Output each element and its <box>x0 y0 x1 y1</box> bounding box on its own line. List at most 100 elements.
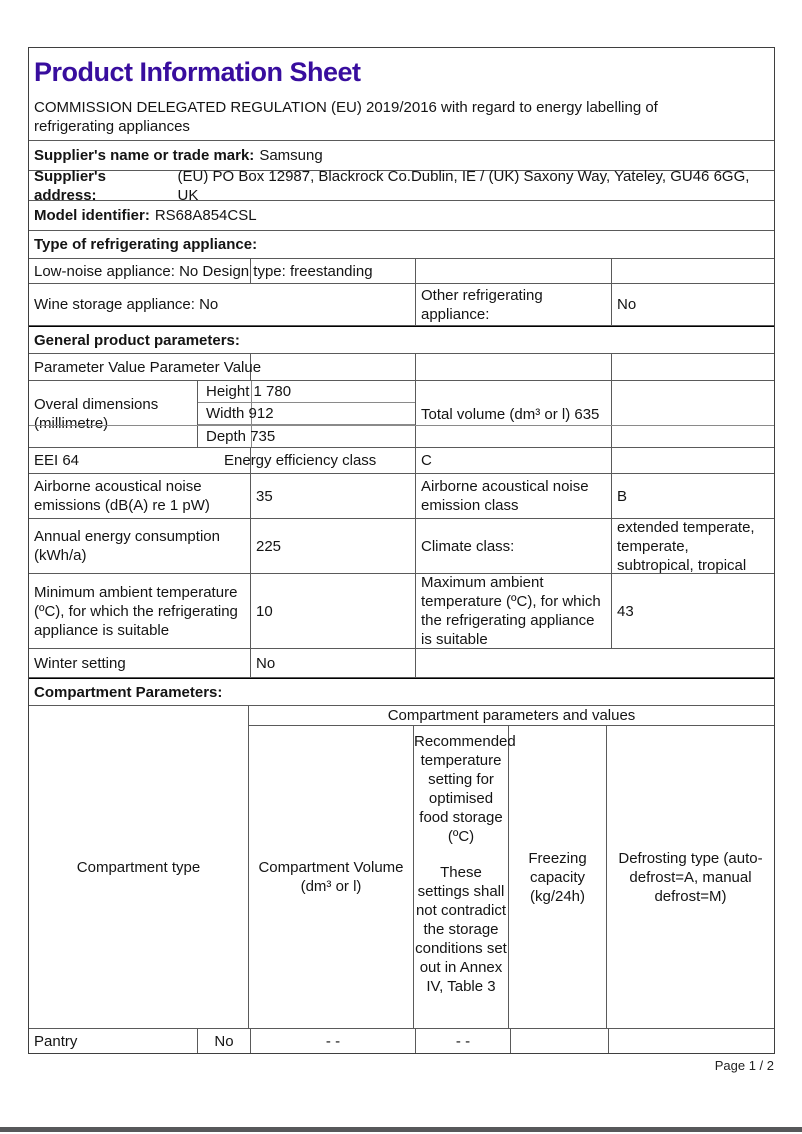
max-ambient-value-cell: 43 <box>612 574 774 648</box>
empty-cell <box>416 259 612 283</box>
regulation-text: COMMISSION DELEGATED REGULATION (EU) 201… <box>34 99 658 135</box>
dimension-height-label: Height <box>206 383 250 400</box>
empty-cell <box>251 448 416 473</box>
other-appliance-label: Other refrigerating appliance: <box>421 286 543 323</box>
low-noise-design-text: Low-noise appliance: No Design type: fre… <box>34 262 373 280</box>
type-section-heading: Type of refrigerating appliance: <box>29 231 774 259</box>
climate-value: extended temperate, temperate, subtropic… <box>617 518 755 574</box>
dimensions-subtable: Height 1 780 Width 912 Depth 735 <box>198 381 416 447</box>
climate-value-cell: extended temperate, temperate, subtropic… <box>612 518 774 574</box>
pantry-type: Pantry <box>34 1032 78 1050</box>
wine-storage-text: Wine storage appliance: No <box>34 296 219 313</box>
parameter-header-cell: Parameter Value Parameter Value <box>29 354 261 380</box>
noise-value-cell: 35 <box>251 474 416 518</box>
eei-label: EEI 64 <box>34 452 80 469</box>
supplier-address-label: Supplier's address: <box>34 167 106 204</box>
max-ambient-label: Maximum ambient temperature (ºC), for wh… <box>421 574 601 648</box>
grid-line <box>251 381 252 402</box>
supplier-name-row: Supplier's name or trade mark: Samsung <box>29 141 774 171</box>
dimension-depth-label: Depth <box>206 427 247 445</box>
general-section-heading: General product parameters: <box>29 326 774 354</box>
energy-efficiency-class-value: C <box>421 452 432 469</box>
pantry-volume-cell: - - <box>251 1029 416 1053</box>
dimension-width-value: 912 <box>248 405 274 422</box>
dimension-width-label: Width <box>206 405 245 422</box>
eei-row: EEI 64 Energy efficiency class C <box>29 448 774 474</box>
recommended-temp-note: These settings shall not contradict the … <box>415 864 507 995</box>
pantry-freezing-cell <box>511 1029 609 1053</box>
other-appliance-value: No <box>617 296 637 313</box>
winter-setting-label-cell: Winter setting <box>29 649 251 677</box>
wine-storage-cell: Wine storage appliance: No <box>29 284 416 325</box>
grid-line <box>29 425 774 426</box>
parameter-header-text: Parameter Value Parameter Value <box>34 358 262 376</box>
empty-cell <box>416 649 774 677</box>
table-row-pantry: Pantry No - - - - <box>29 1029 774 1053</box>
energy-label-cell: Annual energy consumption (kWh/a) <box>29 519 251 573</box>
page-number: Page 1 / 2 <box>714 1058 774 1073</box>
defrosting-type-header: Defrosting type (auto-defrost=A, manual … <box>618 849 763 905</box>
empty-cell <box>251 259 416 283</box>
dimension-width-row: Width 912 <box>198 403 415 425</box>
defrosting-type-header-cell: Defrosting type (auto-defrost=A, manual … <box>607 726 774 1028</box>
energy-row: Annual energy consumption (kWh/a) 225 Cl… <box>29 519 774 574</box>
compartment-volume-header-cell: Compartment Volume (dm³ or l) <box>249 726 414 1028</box>
empty-cell <box>612 354 774 380</box>
winter-setting-value-cell: No <box>251 649 416 677</box>
pantry-volume: - - <box>325 1032 341 1050</box>
energy-efficiency-class-label: Energy efficiency class <box>224 452 377 469</box>
other-appliance-label-cell: Other refrigerating appliance: <box>416 284 612 325</box>
energy-efficiency-class-value-cell: C <box>416 448 612 473</box>
max-ambient-value: 43 <box>617 602 634 620</box>
pantry-present: No <box>214 1032 234 1050</box>
dimension-depth-value: 735 <box>250 427 276 445</box>
compartment-params-title: Compartment parameters and values <box>249 706 774 726</box>
eei-cell: EEI 64 Energy efficiency class <box>29 448 376 473</box>
model-identifier-row: Model identifier: RS68A854CSL <box>29 201 774 231</box>
min-ambient-value-cell: 10 <box>251 574 416 648</box>
compartment-table-header: Compartment type Compartment parameters … <box>29 706 774 1029</box>
min-ambient-value: 10 <box>256 602 273 620</box>
noise-class-value-cell: B <box>612 474 774 518</box>
ambient-temperature-row: Minimum ambient temperature (ºC), for wh… <box>29 574 774 649</box>
climate-label-cell: Climate class: <box>416 519 612 573</box>
pantry-present-cell: No <box>198 1029 251 1053</box>
winter-setting-label: Winter setting <box>34 654 126 672</box>
model-identifier-label: Model identifier: <box>34 207 150 224</box>
dimension-height-value: 1 780 <box>253 383 292 400</box>
pantry-defrost-cell <box>609 1029 774 1053</box>
min-ambient-label: Minimum ambient temperature (ºC), for wh… <box>34 583 238 639</box>
supplier-address-row: Supplier's address: (EU) PO Box 12987, B… <box>29 168 774 204</box>
supplier-address-value: (EU) PO Box 12987, Blackrock Co.Dublin, … <box>177 167 750 204</box>
supplier-name-value: Samsung <box>259 147 323 164</box>
empty-cell <box>612 448 774 473</box>
page-break-bar <box>0 1127 802 1132</box>
winter-setting-value: No <box>256 654 276 672</box>
compartment-type-header-cell: Compartment type <box>29 706 249 1028</box>
dimensions-row: Overal dimensions (millimetre) Height 1 … <box>29 381 774 448</box>
compartment-type-header: Compartment type <box>76 858 201 876</box>
product-sheet-table: Product Information Sheet COMMISSION DEL… <box>28 47 775 1054</box>
grid-line <box>251 403 252 424</box>
recommended-temp-header: Recommended temperature setting for opti… <box>414 733 516 845</box>
max-ambient-label-cell: Maximum ambient temperature (ºC), for wh… <box>416 574 612 648</box>
recommended-temp-header-cell: Recommended temperature setting for opti… <box>414 726 516 1028</box>
freezing-capacity-header: Freezing capacity (kg/24h) <box>528 849 587 905</box>
noise-row: Airborne acoustical noise emissions (dB(… <box>29 474 774 519</box>
parameter-header-row: Parameter Value Parameter Value <box>29 354 774 381</box>
climate-label: Climate class: <box>421 537 515 555</box>
wine-storage-row: Wine storage appliance: No Other refrige… <box>29 284 774 326</box>
freezing-capacity-header-cell: Freezing capacity (kg/24h) <box>509 726 607 1028</box>
compartment-volume-header: Compartment Volume (dm³ or l) <box>258 859 404 895</box>
min-ambient-label-cell: Minimum ambient temperature (ºC), for wh… <box>29 574 251 648</box>
empty-cell <box>251 354 416 380</box>
total-volume-cell: Total volume (dm³ or l) 635 <box>29 381 774 447</box>
dimension-depth-row: Depth 735 <box>198 425 415 447</box>
low-noise-row: Low-noise appliance: No Design type: fre… <box>29 259 774 284</box>
low-noise-cell: Low-noise appliance: No Design type: fre… <box>29 259 373 283</box>
grid-line <box>251 425 252 447</box>
compartment-column-headers: Compartment Volume (dm³ or l) Recommende… <box>249 726 774 1028</box>
energy-label: Annual energy consumption (kWh/a) <box>34 528 220 564</box>
title-block: Product Information Sheet COMMISSION DEL… <box>29 48 774 141</box>
